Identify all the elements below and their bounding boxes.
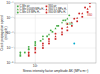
legend-marker <box>17 12 19 14</box>
point <box>55 38 57 40</box>
point <box>66 30 68 32</box>
point <box>28 48 30 50</box>
point <box>28 46 30 48</box>
y-tick <box>14 33 15 34</box>
annotation: X60 <box>87 13 93 17</box>
point <box>42 35 44 37</box>
point <box>42 44 44 46</box>
point <box>81 16 83 18</box>
point <box>64 19 66 21</box>
annotation: C-Mn <box>66 22 74 26</box>
series <box>19 18 68 55</box>
point <box>54 27 56 29</box>
chart: 10¹10⁻⁸10⁻⁷10⁻⁶10⁻⁵10⁻⁴Stress intensity … <box>0 0 100 74</box>
plot-area <box>15 3 96 63</box>
legend-marker <box>17 8 19 10</box>
plot-frame <box>15 3 96 63</box>
point <box>73 43 75 45</box>
point <box>19 55 21 57</box>
point <box>40 40 42 42</box>
point <box>76 20 78 22</box>
x-axis-label: Stress intensity factor amplitude ΔK (MP… <box>23 69 89 73</box>
point <box>42 38 44 40</box>
point <box>84 7 86 9</box>
series <box>19 14 70 53</box>
point <box>73 18 75 20</box>
y-tick <box>14 63 15 64</box>
series <box>28 11 89 57</box>
point <box>89 5 91 7</box>
point <box>61 28 63 30</box>
legend-marker <box>46 6 48 8</box>
point <box>48 40 50 42</box>
point <box>34 47 36 49</box>
legend-label: C-Mn 0.9 MPa H₂ <box>20 10 40 14</box>
data <box>19 3 91 57</box>
y-tick <box>14 48 15 49</box>
legend-marker <box>46 12 48 14</box>
point <box>28 52 30 54</box>
point <box>66 26 68 28</box>
legend-marker <box>17 6 19 8</box>
point <box>19 52 21 54</box>
point <box>68 14 70 16</box>
y-tick <box>14 3 15 4</box>
point <box>34 45 36 47</box>
legend-frame <box>16 4 68 15</box>
y-axis-label: Crack propagation speed(m/cycle) <box>0 15 8 51</box>
x-tick-label: 10¹ <box>33 64 39 68</box>
legend-marker <box>45 8 47 10</box>
legend-label: X60 69 MPa H₂ <box>48 10 66 14</box>
point <box>87 8 89 10</box>
legend: C-Mn airC-Mn 0.0069 MPa H₂C-Mn 0.9 MPa H… <box>16 4 68 15</box>
grid-line <box>15 18 96 19</box>
point <box>56 25 58 27</box>
point <box>48 38 50 40</box>
point <box>34 41 36 43</box>
point <box>48 33 50 35</box>
point <box>61 31 63 33</box>
y-tick-label: 10⁻⁸ <box>6 61 14 65</box>
point <box>78 13 80 15</box>
point <box>62 19 64 21</box>
point <box>24 52 26 54</box>
point <box>81 12 83 14</box>
y-tick <box>14 18 15 19</box>
grid-line <box>15 48 96 49</box>
series <box>73 43 75 45</box>
point <box>42 43 44 45</box>
y-tick-label: 10⁻⁴ <box>6 1 14 5</box>
point <box>48 43 50 45</box>
grid <box>15 3 96 63</box>
y-tick-label: 10⁻⁷ <box>7 46 15 50</box>
series <box>19 19 66 56</box>
point <box>89 3 91 4</box>
point <box>52 31 54 33</box>
point <box>76 17 78 19</box>
point <box>54 35 56 37</box>
point <box>42 47 44 49</box>
point <box>46 35 48 37</box>
point <box>28 55 30 57</box>
point <box>66 18 68 20</box>
y-tick-label: 10⁻⁵ <box>6 16 14 20</box>
point <box>61 34 63 36</box>
point <box>34 52 36 54</box>
point <box>50 29 52 31</box>
point <box>55 33 57 35</box>
point <box>61 21 63 23</box>
